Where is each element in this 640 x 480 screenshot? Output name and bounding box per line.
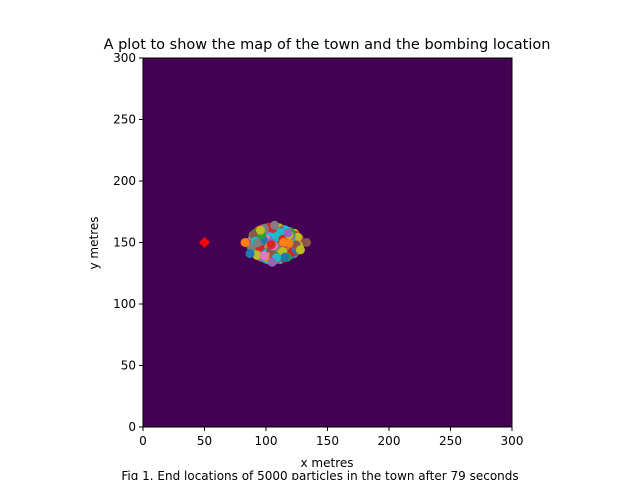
- particle-point: [255, 225, 265, 235]
- particle-point: [259, 250, 269, 260]
- x-tick-label: 200: [378, 434, 401, 448]
- particle-point: [283, 228, 293, 238]
- particle-point: [252, 250, 262, 260]
- y-tick-label: 100: [113, 297, 136, 311]
- particle-point: [252, 238, 262, 248]
- y-tick-label: 0: [128, 420, 136, 434]
- y-tick-label: 50: [121, 359, 136, 373]
- y-tick-label: 300: [113, 51, 136, 65]
- y-tick-label: 200: [113, 174, 136, 188]
- x-tick-label: 0: [139, 434, 147, 448]
- particle-point: [270, 220, 280, 230]
- x-tick-label: 150: [316, 434, 339, 448]
- particle-point: [302, 238, 312, 247]
- x-tick-label: 250: [439, 434, 462, 448]
- particle-point: [267, 257, 277, 267]
- particle-point: [266, 240, 276, 250]
- chart-title: A plot to show the map of the town and t…: [104, 37, 551, 53]
- x-axis-ticks: 0 50 100 150 200 250 300: [139, 427, 523, 448]
- x-tick-label: 300: [501, 434, 524, 448]
- figure-caption: Fig 1. End locations of 5000 particles i…: [121, 469, 518, 480]
- particle-point: [240, 238, 250, 247]
- particle-point: [295, 245, 305, 255]
- x-tick-label: 100: [255, 434, 278, 448]
- y-tick-label: 150: [113, 236, 136, 250]
- town-map-area: [143, 58, 512, 427]
- bomb-diamond-marker: [199, 237, 210, 248]
- y-axis-ticks: 0 50 100 150 200 250 300: [113, 51, 143, 434]
- y-axis-label: y metres: [87, 217, 101, 270]
- particle-point: [280, 252, 290, 262]
- x-axis-label: x metres: [301, 456, 354, 470]
- particle-point: [279, 238, 289, 248]
- bombing-location-marker: [199, 237, 210, 248]
- particle-cluster: [240, 220, 312, 267]
- x-tick-label: 50: [197, 434, 212, 448]
- y-tick-label: 250: [113, 113, 136, 127]
- particle-point: [245, 249, 255, 259]
